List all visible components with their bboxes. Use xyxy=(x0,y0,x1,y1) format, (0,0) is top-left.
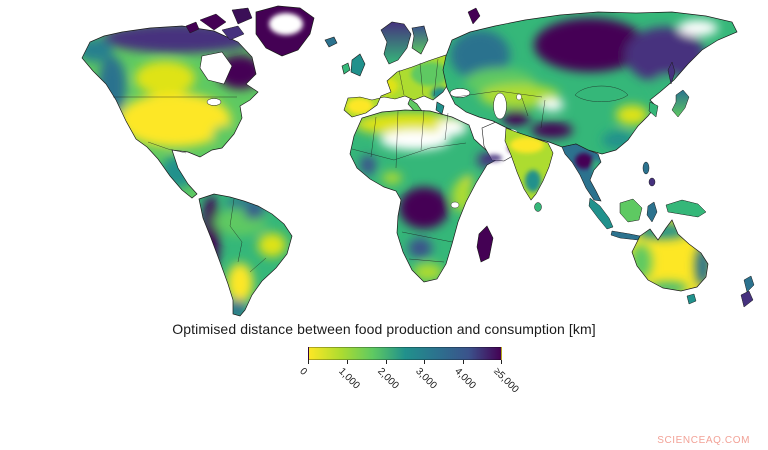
continent-africa xyxy=(349,109,499,283)
tasmania xyxy=(686,293,697,305)
great-britain xyxy=(350,53,366,77)
australia xyxy=(631,219,755,308)
continent-south-america xyxy=(198,193,293,317)
colorbar-tickmarks xyxy=(308,360,503,364)
colorbar-tick-labels: 0 1,000 2,000 3,000 4,000 ≥5,000 xyxy=(297,366,528,416)
tick-mark xyxy=(386,360,387,364)
lake-victoria xyxy=(450,201,460,209)
tick-mark xyxy=(424,360,425,364)
tick-label-4000: 4,000 xyxy=(452,366,478,392)
philippines-north xyxy=(642,161,650,175)
africa-shading xyxy=(354,112,497,281)
sulawesi xyxy=(646,201,658,223)
caspian-sea xyxy=(493,92,507,120)
continent-europe xyxy=(324,21,458,124)
madagascar xyxy=(476,225,494,263)
new-zealand-south xyxy=(740,290,754,308)
tick-label-5000: ≥5,000 xyxy=(491,366,521,396)
continent-north-america xyxy=(81,7,259,199)
tick-label-1000: 1,000 xyxy=(336,366,362,392)
india xyxy=(504,127,554,212)
sakhalin xyxy=(667,61,676,85)
chart-title: Optimised distance between food producti… xyxy=(172,321,596,337)
tick-label-3000: 3,000 xyxy=(413,366,439,392)
novaya-zemlya xyxy=(467,7,481,25)
new-zealand-north xyxy=(743,275,755,293)
india-shading xyxy=(510,137,544,192)
scandinavia xyxy=(380,21,412,65)
philippines-south xyxy=(648,177,656,187)
finland xyxy=(411,25,429,55)
java xyxy=(610,230,641,241)
tick-label-2000: 2,000 xyxy=(375,366,401,392)
japan xyxy=(671,89,690,118)
arctic-islands xyxy=(185,7,253,41)
greenland xyxy=(255,5,315,57)
iceland xyxy=(324,36,338,48)
watermark: SCIENCEAQ.COM xyxy=(657,435,750,446)
new-guinea xyxy=(665,199,707,218)
great-lakes xyxy=(206,98,222,106)
colorbar-gradient xyxy=(308,347,502,360)
tick-mark xyxy=(463,360,464,364)
country-borders xyxy=(113,58,629,273)
sri-lanka xyxy=(534,202,542,212)
greece xyxy=(435,101,445,115)
ireland xyxy=(341,62,351,75)
tick-mark xyxy=(308,360,309,364)
hudson-bay xyxy=(199,51,233,85)
tick-label-0: 0 xyxy=(297,366,309,378)
borneo xyxy=(619,198,643,223)
tick-mark xyxy=(347,360,348,364)
black-sea xyxy=(449,88,471,98)
tick-mark xyxy=(501,360,502,364)
korea xyxy=(648,101,659,118)
aral-sea xyxy=(516,93,522,101)
sumatra xyxy=(588,197,614,230)
world-map xyxy=(81,5,755,317)
